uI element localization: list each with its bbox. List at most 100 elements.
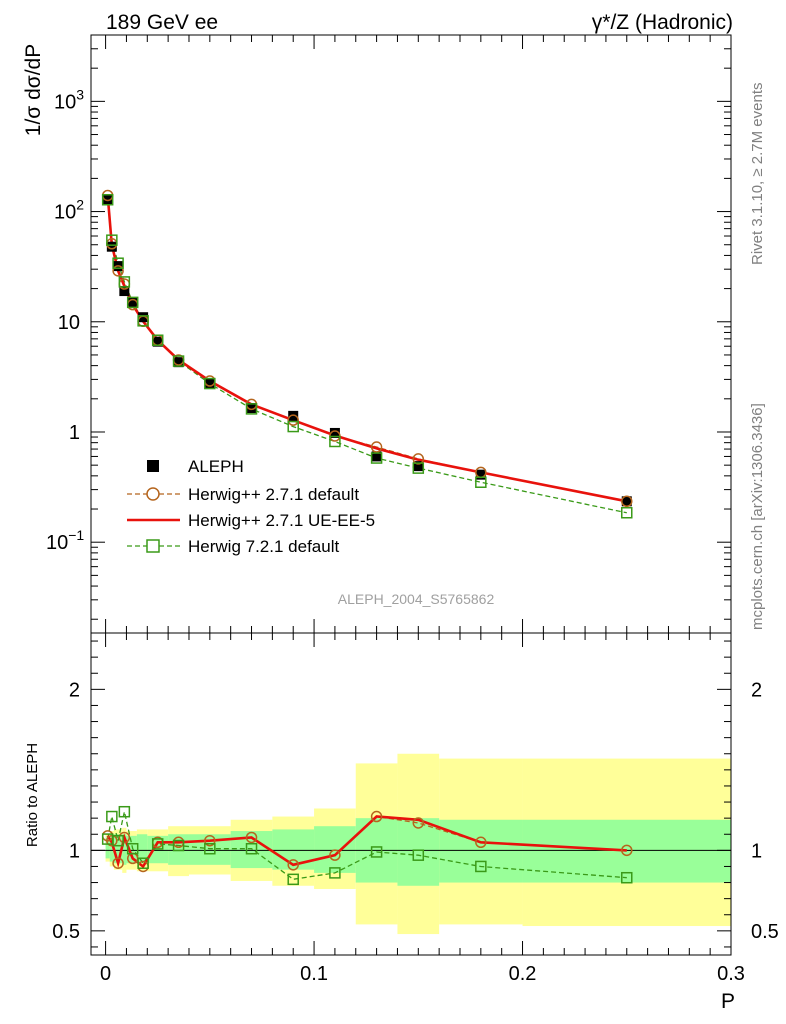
ratio-point-herwig-7-2-1: [118, 805, 131, 818]
ratio-panel: 0.5 0.5 1 1 2 2 0 0.1 0.2 0.3 Ratio to ALEPH P: [24, 632, 779, 1013]
ratio-band-inner: [122, 834, 127, 865]
tick-exponent: 2: [76, 197, 84, 213]
legend-label: Herwig 7.2.1 default: [188, 537, 339, 556]
header-left: 189 GeV ee: [106, 11, 218, 34]
ratio-band-inner: [105, 837, 110, 859]
ratio-point-herwig-2-7-1-default: [412, 817, 425, 829]
main-y-tick-label: 10−1: [46, 527, 84, 554]
ratio-point-herwig-2-7-1-default: [106, 834, 118, 847]
herwig-7-2-1-point: [151, 334, 164, 346]
main-y-tick-label: 10: [58, 312, 80, 334]
herwig-7-2-1-point: [287, 420, 299, 433]
mcplots-label: mcplots.cern.ch [arXiv:1306.3436]: [749, 403, 766, 630]
herwig-7-2-1-point: [475, 476, 487, 488]
watermark: ALEPH_2004_S5765862: [338, 591, 495, 607]
main-y-tick-label: 102: [54, 197, 84, 224]
ratio-band-inner: [113, 834, 123, 864]
legend-marker-square: [146, 539, 160, 553]
series-line-herwig-2-7-1-ueee5: [106, 195, 628, 503]
ratio-y-tick-label-left: 1: [69, 840, 80, 862]
aleph-data-point: [413, 461, 424, 472]
series-line-herwig-2-7-1-default: [107, 195, 627, 502]
aleph-data-point: [138, 312, 149, 323]
ratio-point-herwig-7-2-1: [370, 846, 383, 858]
herwig-2-7-1-default-point: [621, 495, 633, 508]
ratio-y-tick-label-right: 0.5: [751, 921, 779, 943]
ratio-point-herwig-7-2-1: [621, 871, 633, 884]
ratio-point-herwig-2-7-1-default: [370, 810, 383, 823]
ratio-band-inner: [126, 835, 137, 864]
ratio-band-inner: [136, 834, 148, 864]
herwig-7-2-1-point: [101, 193, 114, 206]
ratio-point-herwig-7-2-1: [112, 834, 124, 847]
ratio-y-tick-label-right: 2: [751, 679, 762, 701]
main-ylabel: 1/σ dσ/dP: [22, 44, 45, 136]
rivet-label: Rivet 3.1.10, ≥ 2.7M events: [749, 83, 766, 266]
herwig-7-2-1-point: [137, 315, 149, 327]
herwig-2-7-1-default-point: [287, 414, 299, 426]
herwig-7-2-1-point: [112, 257, 124, 269]
tick-exponent: 3: [76, 86, 84, 102]
ratio-point-herwig-7-2-1: [287, 873, 299, 886]
herwig-7-2-1-point: [204, 377, 216, 390]
aleph-data-point: [204, 378, 215, 389]
ratio-y-tick-label-left: 0.5: [52, 921, 80, 943]
herwig-2-7-1-default-point: [370, 441, 383, 453]
aleph-data-point: [106, 241, 117, 252]
herwig-7-2-1-point: [126, 296, 139, 309]
herwig-7-2-1-point: [621, 507, 633, 519]
ratio-point-herwig-2-7-1-default: [329, 849, 341, 861]
x-axis-label: P: [721, 990, 735, 1013]
aleph-data-point: [371, 451, 382, 462]
herwig-7-2-1-point: [245, 403, 258, 415]
aleph-data-point: [127, 297, 138, 308]
legend-label: Herwig++ 2.7.1 UE-EE-5: [188, 511, 375, 530]
ratio-point-herwig-2-7-1-default: [287, 859, 299, 871]
herwig-7-2-1-point: [106, 234, 118, 246]
ratio-point-herwig-7-2-1: [172, 839, 185, 852]
ratio-line-herwig-2-7-1-ueee5: [106, 815, 627, 869]
ratio-y-tick-label-right: 1: [751, 840, 762, 862]
legend-label: Herwig++ 2.7.1 default: [188, 485, 359, 504]
ratio-point-herwig-7-2-1: [475, 860, 487, 873]
aleph-data-point: [173, 357, 184, 368]
x-tick-label: 0.3: [717, 963, 745, 985]
ratio-point-herwig-2-7-1-default: [204, 834, 216, 847]
main-y-tick-label: 103: [54, 86, 84, 113]
ratio-y-tick-label-left: 2: [69, 679, 80, 701]
main-frame: [90, 34, 732, 634]
ratio-line-herwig-7-2-1: [107, 811, 627, 880]
aleph-data-point: [621, 496, 632, 507]
ratio-point-herwig-7-2-1: [204, 842, 216, 855]
ratio-point-herwig-7-2-1: [151, 838, 164, 850]
ratio-band-inner: [397, 818, 440, 886]
legend-label: ALEPH: [188, 457, 244, 476]
x-tick-label: 0.1: [300, 963, 328, 985]
ratio-point-herwig-7-2-1: [126, 842, 139, 855]
ratio-ylabel: Ratio to ALEPH: [24, 743, 41, 847]
ratio-point-herwig-2-7-1-default: [112, 857, 124, 869]
legend: ALEPH Herwig++ 2.7.1 default Herwig++ 2.7.…: [127, 457, 375, 556]
main-y-tick-label: 1: [69, 422, 80, 444]
aleph-data-point: [102, 194, 113, 205]
herwig-2-7-1-default-point: [412, 453, 425, 465]
tick-exponent: −1: [68, 527, 84, 543]
ratio-point-herwig-7-2-1: [245, 842, 258, 855]
herwig-7-2-1-point: [329, 435, 341, 448]
ratio-point-herwig-2-7-1-default: [245, 831, 258, 844]
aleph-data-point: [329, 427, 340, 438]
legend-marker-aleph: [147, 460, 159, 472]
aleph-data-point: [246, 403, 257, 414]
header-right: γ*/Z (Hadronic): [592, 11, 733, 34]
herwig-7-2-1-point: [172, 355, 185, 367]
ratio-point-herwig-7-2-1: [137, 857, 149, 869]
ratio-band-inner: [168, 834, 189, 865]
legend-marker-circle: [146, 487, 160, 501]
ratio-point-herwig-2-7-1-default: [118, 831, 131, 844]
x-tick-label: 0.2: [509, 963, 537, 985]
ratio-point-herwig-7-2-1: [106, 810, 118, 823]
ratio-band-inner: [109, 834, 114, 862]
herwig-7-2-1-point: [118, 276, 131, 288]
ratio-band-inner: [272, 829, 315, 870]
